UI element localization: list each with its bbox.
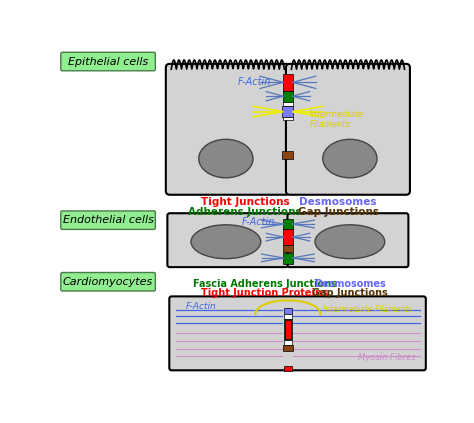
- Text: Intermediate Filaments: Intermediate Filaments: [323, 305, 412, 314]
- Text: Cardiomyocytes: Cardiomyocytes: [63, 277, 153, 287]
- Bar: [284, 366, 292, 371]
- Bar: [284, 340, 292, 345]
- Text: Intermediate
Filaments: Intermediate Filaments: [310, 110, 364, 129]
- FancyBboxPatch shape: [167, 213, 288, 267]
- Text: Desmosomes: Desmosomes: [300, 197, 377, 207]
- Bar: [283, 345, 292, 351]
- Text: Gap Junctions: Gap Junctions: [298, 207, 379, 217]
- Bar: [284, 319, 292, 340]
- Text: F-Actin: F-Actin: [241, 217, 275, 227]
- Bar: [283, 220, 292, 229]
- Text: Gap Junctions: Gap Junctions: [312, 288, 388, 298]
- FancyBboxPatch shape: [286, 64, 410, 195]
- Text: Fascia Adherens Junctions: Fascia Adherens Junctions: [193, 279, 337, 288]
- FancyBboxPatch shape: [61, 52, 155, 71]
- Ellipse shape: [191, 225, 261, 258]
- Bar: [284, 308, 292, 314]
- Ellipse shape: [323, 139, 377, 178]
- FancyBboxPatch shape: [61, 272, 155, 291]
- Text: F-Actin: F-Actin: [237, 77, 271, 87]
- Ellipse shape: [315, 225, 385, 258]
- FancyBboxPatch shape: [61, 211, 155, 229]
- Bar: [283, 91, 292, 102]
- Text: Epithelial cells: Epithelial cells: [68, 57, 148, 66]
- Bar: [283, 245, 292, 253]
- Bar: [283, 117, 292, 120]
- Text: Tight Junction Proteins: Tight Junction Proteins: [201, 288, 328, 298]
- FancyBboxPatch shape: [166, 64, 290, 195]
- Bar: [283, 106, 293, 117]
- Bar: [284, 314, 292, 319]
- Text: F-Actin: F-Actin: [186, 302, 216, 311]
- Bar: [283, 229, 292, 245]
- Text: Desmosomes: Desmosomes: [314, 279, 386, 288]
- Ellipse shape: [199, 139, 253, 178]
- FancyBboxPatch shape: [288, 213, 409, 267]
- FancyBboxPatch shape: [169, 297, 426, 370]
- Bar: [283, 253, 292, 264]
- Text: Endothelial cells: Endothelial cells: [63, 215, 154, 225]
- Text: Myosin Fibres: Myosin Fibres: [358, 353, 416, 362]
- Text: Tight Junctions: Tight Junctions: [201, 197, 290, 207]
- Text: Adherens Junctions: Adherens Junctions: [189, 207, 302, 217]
- Bar: [283, 102, 292, 106]
- Bar: [283, 151, 293, 159]
- Bar: [283, 74, 292, 91]
- Bar: [285, 320, 291, 339]
